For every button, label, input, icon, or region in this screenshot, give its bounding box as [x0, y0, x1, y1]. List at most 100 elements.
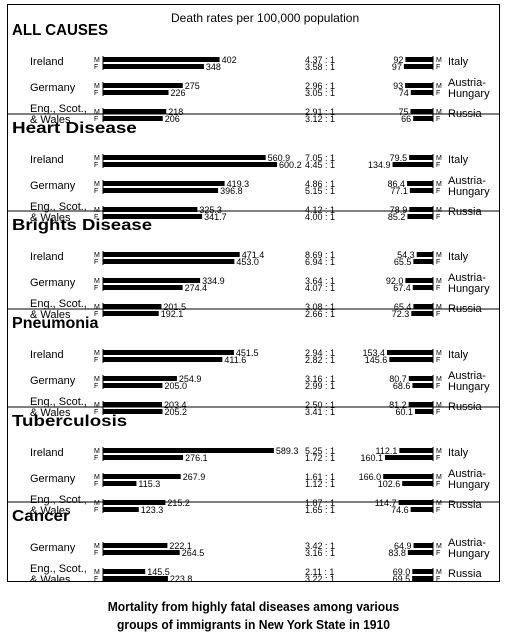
bar-value-right: 77.1 [390, 186, 408, 196]
bar-value-left: 123.3 [141, 505, 164, 515]
bar-left-male [103, 109, 167, 114]
ratio-label: 6.94 : 1 [305, 257, 335, 267]
bar-left-male [103, 252, 240, 257]
sex-label-left: F [94, 285, 98, 292]
sex-label-right: M [436, 569, 442, 576]
bar-value-right: 72.3 [392, 309, 410, 319]
bar-value-right: 134.9 [368, 160, 391, 170]
bar-right-female [411, 311, 433, 316]
bar-value-right: 65.5 [394, 257, 412, 267]
bar-value-left: 226 [171, 88, 186, 98]
country-label-left-line: & Wales [30, 309, 71, 321]
bar-left-female [103, 162, 278, 167]
bar-value-right: 68.6 [393, 381, 411, 391]
bar-right-male [386, 350, 433, 355]
sex-label-right: F [436, 64, 440, 71]
country-label-left: Ireland [30, 349, 64, 361]
bar-value-right: 69.5 [393, 574, 411, 581]
bar-value-left: 396.8 [220, 186, 243, 196]
country-label-left: Ireland [30, 447, 64, 459]
sex-label-left: F [94, 116, 98, 123]
bar-value-left: 589.3 [276, 446, 299, 456]
ratio-label: 1.65 : 1 [305, 505, 335, 515]
sex-label-left: F [94, 214, 98, 221]
bar-value-right: 92 [393, 55, 403, 65]
bar-right-female [412, 383, 433, 388]
country-label-right: Austria-Hungary [448, 175, 490, 198]
bar-value-left: 453.0 [236, 257, 259, 267]
bar-right-male [383, 474, 433, 479]
country-label-left: Germany [30, 473, 76, 485]
sex-label-left: M [94, 155, 100, 162]
bar-value-right: 114.7 [375, 498, 397, 508]
sex-label-left: F [94, 259, 98, 266]
bar-left-female [103, 550, 180, 555]
bar-value-right: 153.4 [362, 348, 385, 358]
sex-label-right: M [436, 181, 442, 188]
bar-value-left: 254.9 [179, 374, 202, 384]
bar-left-female [103, 481, 137, 486]
ratio-label: 1.87 : 1 [305, 498, 335, 508]
bar-left-male [103, 543, 168, 548]
sex-label-right: F [436, 481, 440, 488]
bar-value-left: 205.2 [165, 407, 188, 417]
country-label-right: Austria-Hungary [448, 272, 490, 295]
bar-left-male [103, 304, 162, 309]
disease-heading-cancer: Cancer [12, 508, 70, 525]
caption-line-2: groups of immigrants in New York State i… [116, 617, 390, 632]
ratio-label: 3.12 : 1 [305, 114, 335, 124]
ratio-label: 8.69 : 1 [305, 250, 335, 260]
ratio-label: 4.45 : 1 [305, 160, 335, 170]
bar-value-left: 600.2 [279, 160, 302, 170]
bar-right-female [414, 409, 433, 414]
bar-value-left: 201.5 [163, 302, 186, 312]
bar-value-left: 334.9 [202, 276, 225, 286]
bar-right-male [409, 155, 433, 160]
bar-left-male [103, 83, 183, 88]
sex-label-left: F [94, 550, 98, 557]
country-label-left: Eng., Scot., & Wales [30, 103, 87, 126]
country-label-left: Germany [30, 82, 76, 94]
country-label-left: Eng., Scot., & Wales [30, 494, 87, 517]
country-label-right: Italy [448, 154, 469, 166]
bar-value-right: 166.0 [359, 472, 382, 482]
country-label-left: Germany [30, 277, 76, 289]
sex-label-right: F [436, 455, 440, 462]
sex-label-left: M [94, 109, 100, 116]
bar-value-left: 274.4 [185, 283, 208, 293]
bar-right-male [408, 402, 433, 407]
bar-right-female [389, 357, 433, 362]
sex-label-right: F [436, 285, 440, 292]
sex-label-left: M [94, 57, 100, 64]
sex-label-left: F [94, 455, 98, 462]
bar-right-female [407, 214, 433, 219]
country-label-left-line: Eng., Scot., [30, 298, 87, 310]
bar-right-female [410, 507, 433, 512]
ratio-label: 1.72 : 1 [305, 453, 335, 463]
bar-value-left: 145.5 [147, 567, 170, 577]
country-label-right-line: Austria- [448, 370, 486, 382]
bar-right-female [384, 455, 433, 460]
sex-label-right: F [436, 409, 440, 416]
bar-value-left: 402 [222, 55, 237, 65]
sex-label-right: M [436, 402, 442, 409]
sex-label-left: M [94, 304, 100, 311]
bar-value-right: 69.0 [393, 567, 411, 577]
country-label-right-line: Hungary [448, 283, 490, 295]
bar-left-female [103, 64, 204, 69]
chart-title: Death rates per 100,000 population [171, 11, 359, 25]
bar-right-male [399, 448, 433, 453]
sex-label-left: F [94, 409, 98, 416]
bar-value-right: 66 [401, 114, 411, 124]
bar-right-female [410, 90, 433, 95]
bar-right-female [402, 481, 433, 486]
bar-right-female [412, 285, 433, 290]
sex-label-left: M [94, 448, 100, 455]
ratio-label: 2.96 : 1 [305, 81, 335, 91]
disease-heading-pneumonia: Pneumonia [12, 315, 99, 332]
bar-left-male [103, 474, 181, 479]
bar-right-male [413, 304, 433, 309]
sex-label-right: M [436, 350, 442, 357]
country-label-left: Eng., Scot., & Wales [30, 396, 87, 419]
bar-value-left: 218 [168, 107, 183, 117]
